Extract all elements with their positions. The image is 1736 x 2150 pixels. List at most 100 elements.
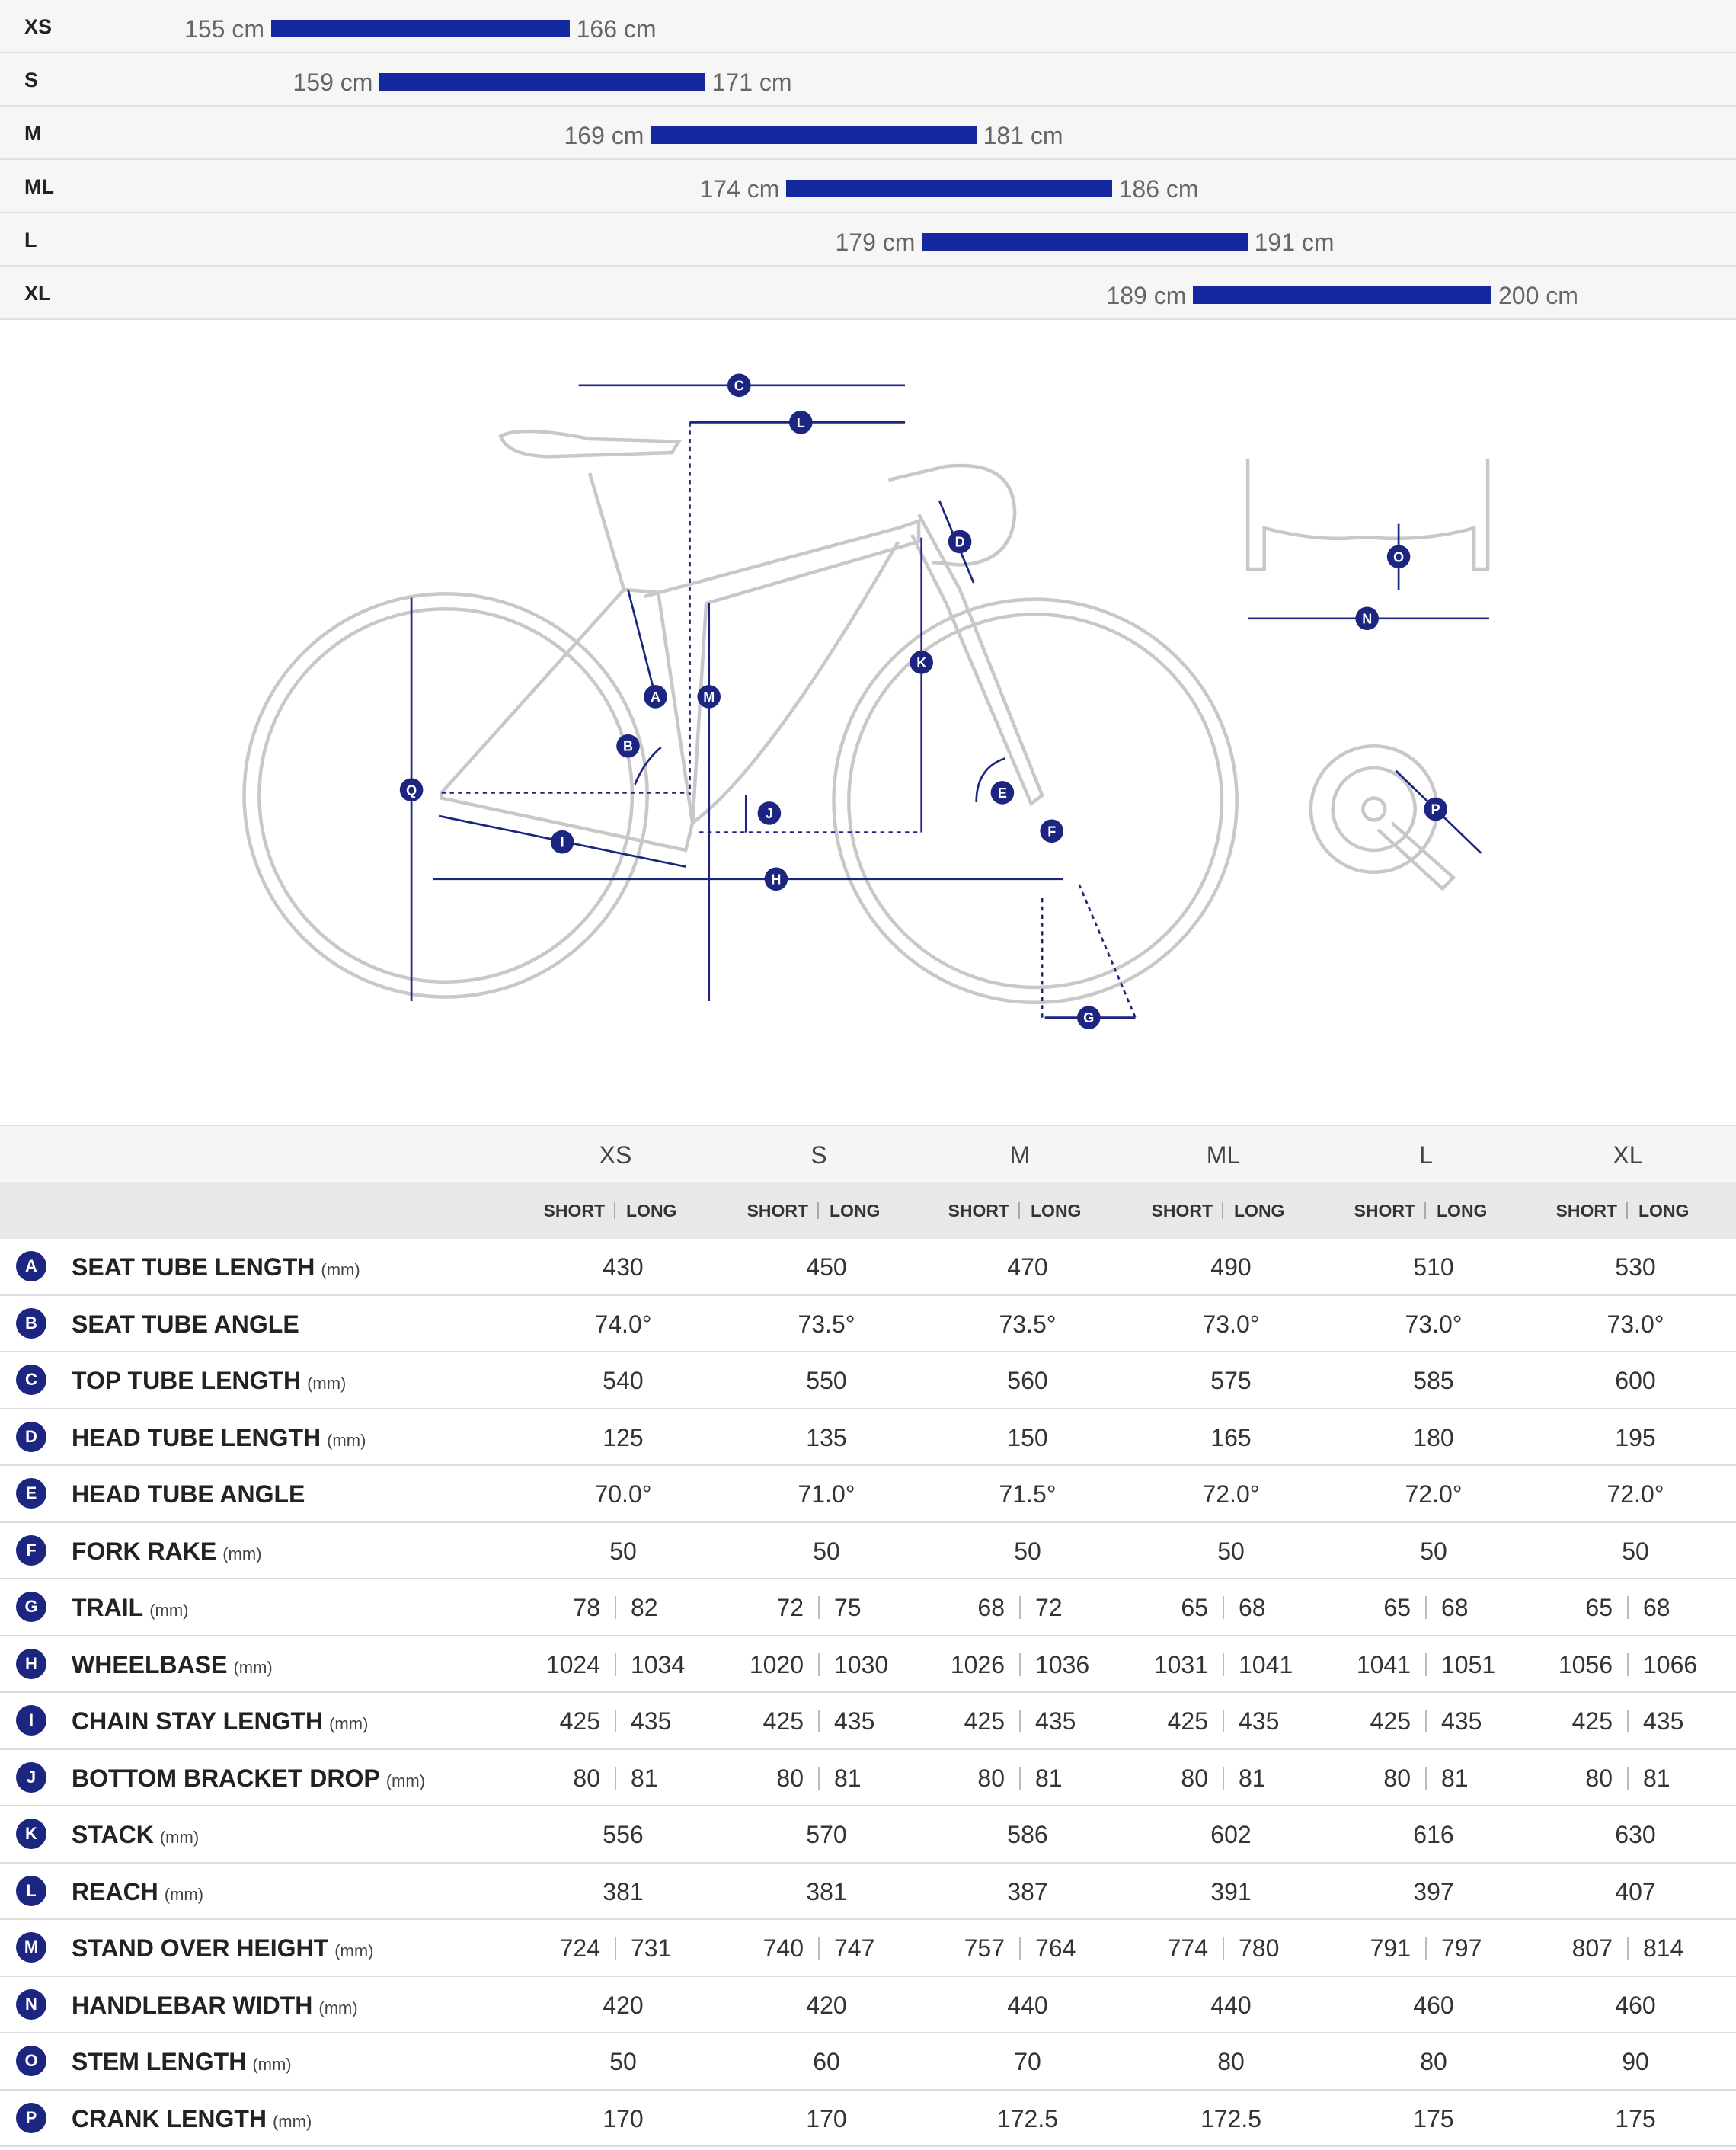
subheader-row: SHORT LONG SHORT LONG SHORT LONG SHORT LONG SHOR… [0,1182,1736,1239]
max-label: 191 cm [1254,229,1335,256]
marker-letter: K [916,655,926,670]
value: 420 [806,1991,847,2019]
letter-badge: M [16,1932,46,1963]
value: 430 [603,1253,644,1281]
marker-badge [757,801,782,825]
marker-letter: M [703,689,715,705]
row-name: HANDLEBAR WIDTH [72,1991,313,2019]
separator [817,1202,819,1219]
size-row: XS 155 cm 166 cm [0,0,1736,53]
value: 450 [806,1253,847,1281]
row-unit: (mm) [334,1941,374,1960]
separator [1627,1596,1629,1620]
long-value: 81 [631,1764,658,1792]
long-value: 1034 [631,1650,686,1678]
separator [615,1596,616,1620]
marker-badge [1355,606,1379,631]
size-label: ML [24,175,54,198]
long-value: 72 [1035,1594,1063,1621]
short-value: 774 [1167,1934,1208,1962]
long-value: 81 [834,1764,862,1792]
short-value: 65 [1383,1594,1411,1621]
marker-letter: P [1431,801,1440,817]
row-label: HEAD TUBE LENGTH (mm) [72,1409,366,1470]
size-row: M 169 cm 181 cm [0,107,1736,160]
value: 135 [806,1423,847,1451]
short-value: 757 [964,1934,1005,1962]
table-row: L REACH (mm) 381 381 387 391 397 407 [0,1863,1736,1920]
value: 440 [1210,1991,1252,2019]
value: 50 [609,2048,637,2075]
row-label: STAND OVER HEIGHT (mm) [72,1920,374,1980]
size-header: S [810,1141,827,1169]
value: 602 [1210,1821,1252,1848]
value: 575 [1210,1367,1252,1394]
row-name: CHAIN STAY LENGTH [72,1707,324,1735]
marker-badge [1040,819,1063,843]
separator [1019,1766,1021,1790]
value: 391 [1210,1877,1252,1905]
min-label: 174 cm [699,175,780,203]
separator [1019,1937,1021,1960]
separator [1223,1766,1224,1790]
value: 560 [1007,1367,1048,1394]
long-value: 435 [834,1707,875,1735]
table-row: C TOP TUBE LENGTH (mm) 540 550 560 575 585 600 [0,1352,1736,1409]
size-row: ML 174 cm 186 cm [0,160,1736,213]
separator [1425,1652,1427,1676]
row-unit: (mm) [385,1771,426,1790]
short-value: 807 [1571,1934,1613,1962]
long-value: 75 [834,1594,862,1621]
short-value: 425 [1571,1707,1613,1735]
long-value: 764 [1035,1934,1076,1962]
short-value: 740 [762,1934,804,1962]
long-value: 435 [1035,1707,1076,1735]
row-label: CHAIN STAY LENGTH (mm) [72,1693,368,1753]
letter-badge: J [16,1761,46,1793]
long-value: 68 [1643,1594,1670,1621]
marker-letter: J [766,806,773,821]
value: 195 [1615,1423,1656,1451]
short-value: 80 [977,1764,1005,1792]
marker-letter: Q [406,782,417,798]
short-value: 1026 [950,1650,1005,1678]
letter-badge: P [16,2102,46,2133]
marker-badge [697,685,721,709]
separator [1425,1766,1427,1790]
marker-letter: B [623,739,633,754]
short-value: 68 [977,1594,1005,1621]
separator [1019,1652,1021,1676]
short-value: 65 [1181,1594,1208,1621]
long-value: 731 [631,1934,672,1962]
size-header: XS [599,1141,632,1169]
row-name: REACH [72,1877,158,1905]
separator [1425,1596,1427,1620]
short-value: 425 [964,1707,1005,1735]
table-row: J BOTTOM BRACKET DROP (mm) 80 81 80 81 80 81 80 81… [0,1749,1736,1806]
row-name: BOTTOM BRACKET DROP [72,1764,380,1792]
letter-badge: E [16,1478,46,1509]
dimension-lines [410,384,1489,1019]
separator [1019,1596,1021,1620]
value: 381 [603,1877,644,1905]
long-header: LONG [1031,1201,1082,1221]
short-value: 425 [559,1707,600,1735]
table-row: F FORK RAKE (mm) 50 50 50 50 50 50 [0,1522,1736,1579]
row-name: TRAIL [72,1594,144,1621]
size-row: XL 189 cm 200 cm [0,267,1736,320]
value: 80 [1420,2048,1447,2075]
value: 72.0° [1202,1480,1260,1508]
table-row: P CRANK LENGTH (mm) 170 170 172.5 172.5 175 175 [0,2090,1736,2147]
long-value: 435 [1643,1707,1684,1735]
table-row: I CHAIN STAY LENGTH (mm) 425 435 425 435 425 435… [0,1693,1736,1750]
row-unit: (mm) [307,1374,347,1393]
value: 586 [1007,1821,1048,1848]
letter-badge: A [16,1251,46,1282]
marker-badge [910,651,933,674]
separator [615,1710,616,1733]
range-bar [271,20,570,37]
letter-badge: I [16,1705,46,1736]
separator [818,1652,820,1676]
size-row: L 179 cm 191 cm [0,213,1736,267]
